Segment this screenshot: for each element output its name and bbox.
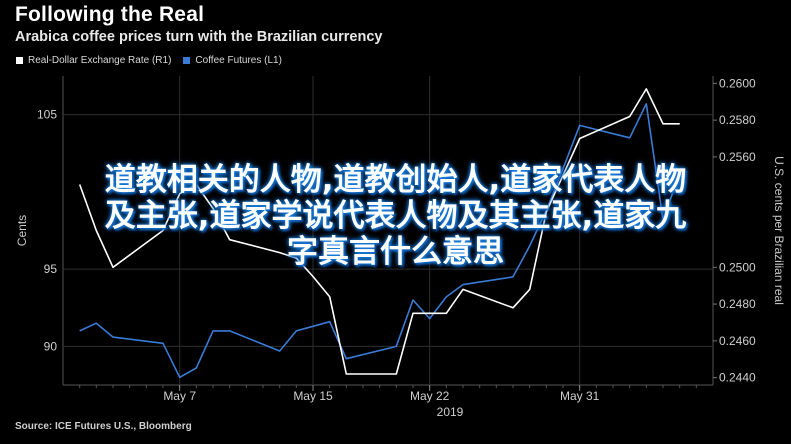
x-tick-label-1: May 15	[293, 389, 333, 403]
legend-swatch-exchange-rate	[16, 57, 23, 64]
right-tick-label-0: 0.2440	[719, 371, 756, 385]
series-line-coffee-futures	[79, 103, 681, 379]
right-axis-title: U.S. cents per Brazilian real	[772, 156, 786, 305]
legend-item-exchange-rate: Real-Dollar Exchange Rate (R1)	[16, 55, 171, 66]
left-tick-label-1: 95	[44, 262, 58, 276]
legend-label-coffee-futures: Coffee Futures (L1)	[195, 55, 282, 66]
right-tick-label-3: 0.2500	[719, 260, 756, 274]
legend: Real-Dollar Exchange Rate (R1) Coffee Fu…	[16, 55, 282, 66]
right-tick-label-6: 0.2600	[719, 76, 756, 90]
overlay-line-1: 道教相关的人物,道教创始人,道家代表人物	[104, 162, 687, 198]
chart-subtitle: Arabica coffee prices turn with the Braz…	[15, 29, 383, 45]
legend-label-exchange-rate: Real-Dollar Exchange Rate (R1)	[28, 55, 172, 66]
right-tick-label-1: 0.2460	[719, 334, 756, 348]
left-tick-label-0: 90	[44, 339, 58, 353]
left-tick-label-2: 105	[37, 108, 57, 122]
left-axis-title: Cents	[15, 215, 29, 246]
legend-swatch-coffee-futures	[183, 57, 191, 64]
overlay-watermark-text: 道教相关的人物,道教创始人,道家代表人物 及主张,道家学说代表人物及其主张,道家…	[0, 162, 791, 270]
x-tick-label-3: May 31	[560, 389, 600, 403]
overlay-line-3: 字真言什么意思	[287, 234, 504, 270]
right-tick-label-4: 0.2560	[719, 150, 756, 164]
right-tick-label-5: 0.2580	[719, 113, 756, 127]
chart-title: Following the Real	[15, 3, 205, 26]
x-tick-label-0: May 7	[163, 389, 196, 403]
series-line-exchange-rate	[78, 88, 680, 375]
overlay-line-2: 及主张,道家学说代表人物及其主张,道家九	[104, 198, 687, 234]
legend-item-coffee-futures: Coffee Futures (L1)	[183, 55, 282, 66]
right-tick-label-2: 0.2480	[719, 297, 756, 311]
x-year-label: 2019	[437, 405, 464, 419]
x-tick-label-2: May 22	[410, 389, 450, 403]
source-note: Source: ICE Futures U.S., Bloomberg	[15, 421, 192, 432]
